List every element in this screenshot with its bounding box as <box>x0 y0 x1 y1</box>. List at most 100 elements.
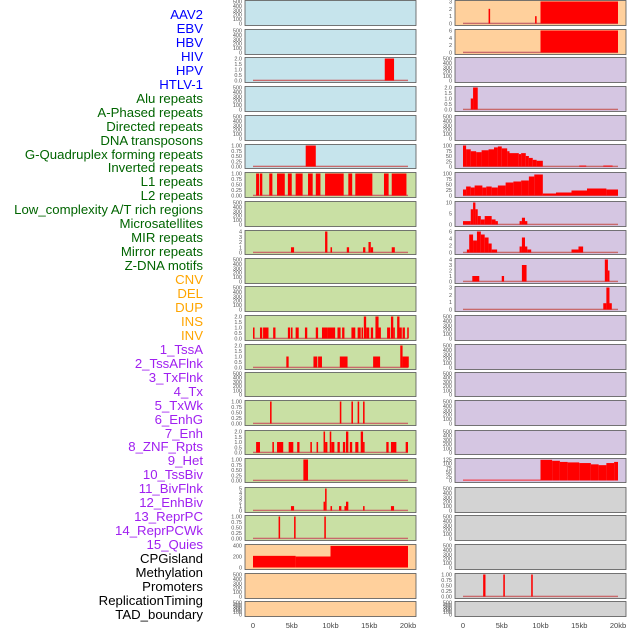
y-tick-label: 0 <box>449 509 452 515</box>
y-tick-label: 0.00 <box>231 537 242 543</box>
y-tick-label: 100 <box>233 303 242 309</box>
y-tick-label: 0.75 <box>231 520 242 526</box>
y-tick-label: 200 <box>443 608 452 614</box>
y-tick-label: 2 <box>449 7 452 13</box>
y-tick-label: 400 <box>443 491 452 497</box>
data-bar <box>609 303 612 310</box>
y-tick-label: 4 <box>239 491 242 497</box>
data-bar <box>375 316 379 339</box>
y-tick-label: 0.50 <box>441 584 452 590</box>
data-bar <box>571 190 587 196</box>
data-bar <box>405 442 408 453</box>
data-bar <box>470 98 474 110</box>
data-bar <box>310 442 312 453</box>
track-baseline <box>253 537 408 540</box>
y-tick-label: 3 <box>449 0 452 6</box>
data-bar <box>287 173 292 196</box>
y-tick-label: 25 <box>446 474 452 480</box>
data-bar <box>346 247 350 253</box>
row-label: INS <box>181 313 203 329</box>
data-bar <box>253 555 296 568</box>
y-tick-label: 100 <box>443 388 452 394</box>
track-background <box>244 573 417 599</box>
y-tick-label: 0 <box>449 366 452 372</box>
row-label: CPGisland <box>139 551 203 567</box>
y-tick-label: 500 <box>443 115 452 121</box>
y-tick-label: 0.50 <box>231 183 242 189</box>
data-bar <box>329 431 332 453</box>
track-background <box>454 487 627 513</box>
data-bar <box>470 187 475 196</box>
y-tick-label: 0.75 <box>441 578 452 584</box>
y-tick-label: 200 <box>233 214 242 220</box>
y-tick-label: 4 <box>449 36 452 42</box>
data-bar <box>305 145 316 167</box>
y-tick-label: 500 <box>233 258 242 264</box>
y-tick-label: 5 <box>239 487 242 493</box>
data-bar <box>348 173 353 196</box>
data-bar <box>259 327 263 339</box>
y-tick-label: 200 <box>233 13 242 19</box>
row-label: ReplicationTiming <box>98 592 203 608</box>
data-bar <box>295 327 299 339</box>
y-tick-label: 0.0 <box>234 337 242 343</box>
track-background <box>454 258 627 284</box>
y-tick-label: 2.0 <box>234 315 242 321</box>
y-tick-label: 5 <box>449 212 452 218</box>
y-tick-label: 100 <box>443 144 452 150</box>
data-bar <box>567 462 580 481</box>
y-tick-label: 500 <box>443 315 452 321</box>
data-bar <box>513 181 522 196</box>
data-bar <box>278 516 281 539</box>
data-bar <box>393 327 395 339</box>
track: 1.000.750.500.250.00 <box>441 573 627 601</box>
data-bar <box>295 556 331 568</box>
row-label: 6_EnhG <box>154 411 203 427</box>
y-tick-label: 3 <box>239 495 242 501</box>
data-bar <box>325 442 328 453</box>
y-tick-label: 200 <box>443 357 452 363</box>
y-tick-label: 500 <box>443 57 452 63</box>
data-bar <box>297 442 300 453</box>
data-bar <box>363 401 365 424</box>
row-label: 13_ReprPC <box>134 509 203 525</box>
track-background <box>244 400 417 426</box>
y-tick-label: 300 <box>443 352 452 358</box>
track-background <box>244 344 417 370</box>
data-bar <box>528 157 533 167</box>
y-tick-label: 0.50 <box>231 526 242 532</box>
data-bar <box>571 249 579 253</box>
data-bar <box>402 327 405 339</box>
y-tick-label: 300 <box>233 123 242 129</box>
data-bar <box>342 442 346 453</box>
y-tick-label: 100 <box>443 462 452 468</box>
y-tick-label: 500 <box>443 400 452 406</box>
track-background <box>244 458 417 483</box>
row-labels: AAV2 EBV HBV HIV HPV HTLV-1 Alu repeats A-Phase… <box>0 0 203 630</box>
data-bar <box>407 327 409 339</box>
y-tick-label: 0.50 <box>231 154 242 160</box>
y-tick-label: 500 <box>443 544 452 550</box>
y-tick-label: 200 <box>443 500 452 506</box>
data-bar <box>390 442 397 453</box>
data-bar <box>342 327 345 339</box>
data-bar <box>288 442 294 453</box>
data-bar <box>476 152 482 167</box>
row-label: 4_Tx <box>173 383 203 399</box>
data-bar <box>473 87 478 110</box>
data-bar <box>463 221 471 225</box>
row-label: HBV <box>175 34 203 50</box>
track-background <box>244 601 417 617</box>
track-background <box>244 258 417 284</box>
y-tick-label: 0.25 <box>231 473 242 479</box>
track: 1.000.750.500.250.00 <box>231 400 417 428</box>
y-tick-label: 0 <box>449 613 452 619</box>
y-tick-label: 300 <box>233 209 242 215</box>
y-tick-label: 500 <box>443 515 452 521</box>
